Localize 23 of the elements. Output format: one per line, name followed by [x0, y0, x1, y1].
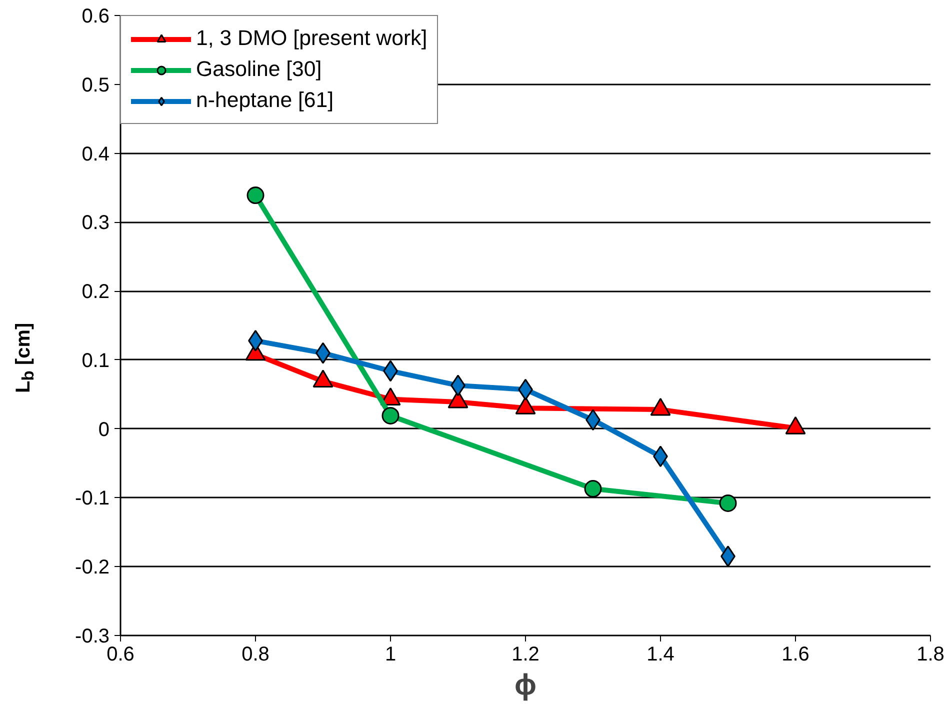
legend-label: Gasoline [30] [196, 57, 322, 82]
legend-label: n-heptane [61] [196, 88, 334, 113]
legend-label: 1, 3 DMO [present work] [196, 26, 428, 51]
x-tick-label: 1.6 [782, 644, 810, 666]
y-tick-label: 0.3 [82, 212, 110, 234]
x-axis-title: ϕ [514, 668, 536, 702]
y-tick-label: 0 [98, 418, 110, 441]
y-tick-label: 0.4 [82, 143, 110, 166]
y-tick-label: 0.6 [82, 6, 110, 28]
point [382, 407, 400, 424]
x-tick-label: 1.8 [916, 644, 944, 666]
y-tick-label: -0.1 [75, 488, 110, 510]
y-tick-label: -0.2 [75, 556, 110, 579]
y-tick-label: 0.5 [82, 74, 110, 96]
point [719, 494, 737, 512]
x-tick-label: 1.4 [646, 644, 674, 666]
y-tick-label: 0.2 [82, 281, 110, 304]
point [246, 186, 264, 204]
x-tick-label: 1 [384, 644, 396, 666]
point [584, 480, 602, 498]
y-tick-label: 0.1 [82, 350, 110, 372]
x-tick-label: 0.8 [242, 644, 270, 666]
x-tick-label: 1.2 [512, 644, 540, 666]
